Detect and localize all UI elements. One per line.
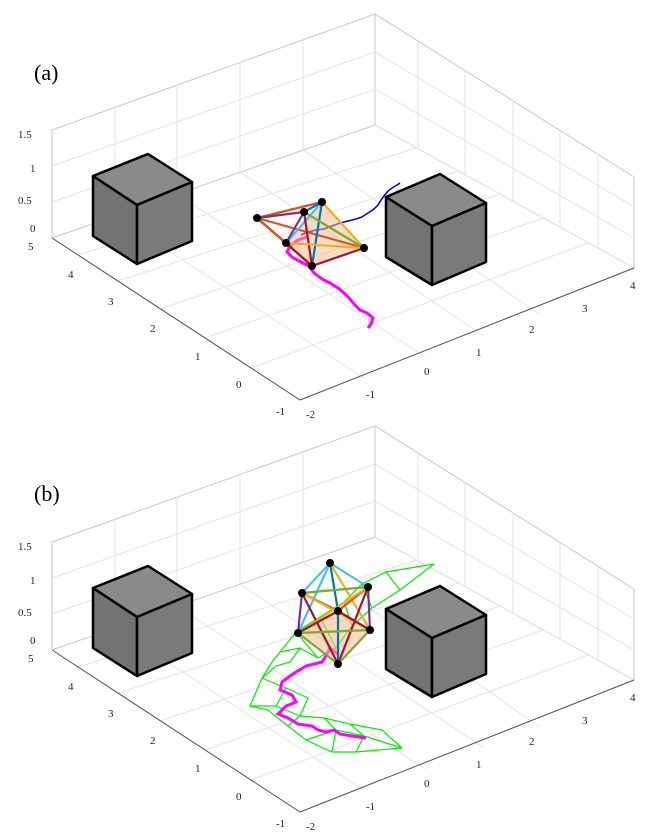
trajectory-magenta-a [285,235,375,329]
x-tick-a-1: -1 [366,389,375,401]
obstacle-cube-left-a [91,152,194,266]
node-b-5 [294,629,302,637]
y-tick-b-0: 5 [28,653,34,665]
front-axes-a [51,237,635,401]
obstacle-cube-left-b [91,564,194,678]
panel-b: 1.5 1 0.5 0 5 4 3 2 1 0 -1 -2 -1 0 1 2 3… [18,425,636,833]
node-b-2 [298,589,306,597]
node-b-6 [366,626,374,634]
node-a-4 [282,239,290,247]
z-tick-b-3: 0 [30,635,36,647]
x-tick-a-0: -2 [306,409,315,421]
node-b-4 [334,607,342,615]
z-tick-b-1: 1 [30,575,36,587]
structure-edges-b [296,562,372,665]
structure-edges-a [256,200,365,268]
node-b-1 [326,559,334,567]
x-ticks-b: -2 -1 0 1 2 3 4 [306,692,636,833]
y-tick-a-3: 2 [150,323,156,335]
y-tick-b-1: 4 [68,681,74,693]
x-tick-b-2: 0 [424,778,430,790]
panel-label-a: (a) [34,60,59,85]
node-a-5 [360,244,368,252]
z-ticks-b: 1.5 1 0.5 0 [18,541,36,647]
y-tick-b-5: 0 [236,791,242,803]
y-ticks-b: 5 4 3 2 1 0 -1 [28,653,285,830]
node-b-7 [334,660,342,668]
x-tick-a-6: 4 [630,280,636,292]
x-tick-a-2: 0 [424,366,430,378]
x-tick-a-4: 2 [529,324,535,336]
y-ticks-a: 5 4 3 2 1 0 -1 [28,241,285,418]
sheet-a [286,202,364,266]
y-tick-b-4: 1 [195,763,201,775]
x-tick-b-1: -1 [366,801,375,813]
x-tick-b-6: 4 [630,692,636,704]
structure-nodes-b [294,559,374,668]
y-tick-a-1: 4 [68,269,74,281]
x-tick-b-3: 1 [476,759,482,771]
y-tick-b-6: -1 [276,818,285,830]
obstacle-cube-right-a [384,172,488,287]
x-tick-b-0: -2 [306,821,315,833]
z-tick-a-0: 1.5 [18,129,32,141]
y-tick-a-6: -1 [276,406,285,418]
y-tick-a-4: 1 [195,351,201,363]
x-tick-b-5: 3 [582,715,588,727]
y-tick-a-2: 3 [108,296,114,308]
y-tick-a-5: 0 [236,379,242,391]
y-tick-a-0: 5 [28,241,34,253]
y-tick-b-3: 2 [150,735,156,747]
z-tick-a-1: 1 [30,163,36,175]
x-ticks-a: -2 -1 0 1 2 3 4 [306,280,636,421]
z-tick-a-2: 0.5 [18,195,32,207]
node-a-2 [318,198,326,206]
node-a-3 [300,208,308,216]
panel-a: 1.5 1 0.5 0 5 4 3 2 1 0 -1 -2 -1 0 1 2 3… [18,13,636,421]
structure-nodes-a [253,198,368,270]
obstacle-cube-right-b [384,584,488,699]
node-a-6 [308,262,316,270]
z-tick-b-0: 1.5 [18,541,32,553]
x-tick-a-5: 3 [582,303,588,315]
node-a-1 [253,214,261,222]
z-ticks-a: 1.5 1 0.5 0 [18,129,36,235]
y-tick-b-2: 3 [108,708,114,720]
z-tick-a-3: 0 [30,223,36,235]
node-b-3 [364,583,372,591]
x-tick-b-4: 2 [529,736,535,748]
panel-label-b: (b) [34,481,60,506]
trajectory-magenta-b [275,645,367,740]
x-tick-a-3: 1 [476,347,482,359]
front-axes-b [51,649,635,813]
z-tick-b-2: 0.5 [18,607,32,619]
